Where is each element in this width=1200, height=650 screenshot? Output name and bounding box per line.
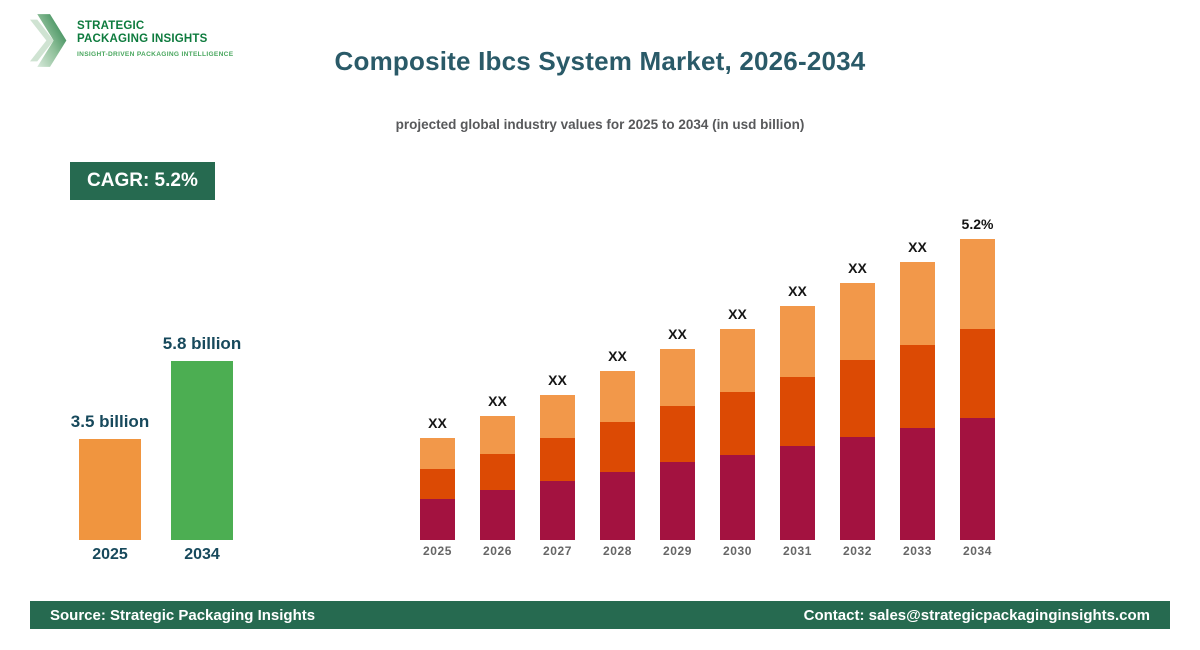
cagr-badge: CAGR: 5.2%	[70, 162, 215, 200]
stacked-bar-segment-top-tier	[480, 416, 515, 454]
stacked-bar-segment-bottom-tier	[540, 481, 575, 540]
stacked-bar-segment-middle-tier	[720, 392, 755, 455]
mini-bar-year-label: 2025	[92, 546, 128, 563]
stacked-bar-group-2033: XX 2033	[900, 239, 935, 558]
stacked-bar-segment-bottom-tier	[600, 472, 635, 540]
stacked-bar-year-label: 2031	[782, 544, 813, 558]
brand-logo: STRATEGIC PACKAGING INSIGHTS INSIGHT-DRI…	[30, 13, 233, 68]
stacked-bar-group-2031: XX 2031	[780, 283, 815, 558]
stacked-bar-segment-middle-tier	[780, 377, 815, 446]
stacked-bar-segment-middle-tier	[600, 422, 635, 472]
stacked-bar-year-label: 2028	[602, 544, 633, 558]
stacked-bar-segment-middle-tier	[660, 406, 695, 462]
stacked-bar-segment-top-tier	[960, 239, 995, 329]
stacked-bar-segment-middle-tier	[540, 438, 575, 481]
stacked-bar-group-2029: XX 2029	[660, 326, 695, 558]
stacked-bar-value-label: XX	[428, 415, 447, 431]
stacked-bar-year-label: 2029	[662, 544, 693, 558]
stacked-bar-group-2030: XX 2030	[720, 306, 755, 558]
footer-bar: Source: Strategic Packaging Insights Con…	[30, 601, 1170, 629]
stacked-bar-year-label: 2026	[482, 544, 513, 558]
stacked-bar-value-label: XX	[728, 306, 747, 322]
stacked-bar-segment-top-tier	[900, 262, 935, 345]
mini-bar-value-label: 5.8 billion	[162, 334, 242, 353]
stacked-bar-year-label: 2034	[962, 544, 993, 558]
page-title: Composite Ibcs System Market, 2026-2034	[334, 46, 866, 76]
stacked-bar-segment-top-tier	[600, 371, 635, 422]
brand-tagline: INSIGHT-DRIVEN PACKAGING INTELLIGENCE	[77, 51, 234, 59]
stacked-bar-year-label: 2025	[422, 544, 453, 558]
stacked-bar-segment-middle-tier	[480, 454, 515, 490]
stacked-bar-value-label: XX	[608, 348, 627, 364]
stacked-bar-segment-top-tier	[660, 349, 695, 406]
stacked-bar-segment-bottom-tier	[480, 490, 515, 540]
stacked-bar-segment-bottom-tier	[420, 499, 455, 540]
mini-bar-group-2025: 3.5 billion 2025	[71, 412, 149, 564]
mini-bar	[79, 439, 141, 540]
stacked-bar-segment-bottom-tier	[840, 437, 875, 540]
stacked-bar-value-label: XX	[488, 393, 507, 409]
stacked-bar-group-2026: XX 2026	[480, 393, 515, 558]
stacked-bar-segment-top-tier	[420, 438, 455, 469]
source-text: Source: Strategic Packaging Insights	[50, 606, 316, 624]
stacked-bar-segment-top-tier	[540, 395, 575, 438]
brand-name-line1: STRATEGIC	[77, 20, 145, 32]
stacked-bar-segment-bottom-tier	[960, 418, 995, 540]
stacked-bar-segment-middle-tier	[420, 469, 455, 499]
stacked-bar-value-label: XX	[548, 372, 567, 388]
mini-bar-year-label: 2034	[184, 546, 220, 563]
stacked-bar-segment-top-tier	[720, 329, 755, 392]
stacked-bar-group-2034: 5.2% 2034	[960, 216, 995, 558]
contact-text: Contact: sales@strategicpackaginginsight…	[803, 606, 1150, 624]
growth-summary-chart: 3.5 billion 2025 5.8 billion 2034	[71, 334, 241, 564]
stacked-bar-segment-bottom-tier	[900, 428, 935, 540]
stacked-bar-group-2032: XX 2032	[840, 260, 875, 558]
stacked-bar-group-2025: XX 2025	[420, 415, 455, 558]
stacked-bar-value-label: XX	[848, 260, 867, 276]
stacked-bar-segment-top-tier	[780, 306, 815, 377]
mini-bar-value-label: 3.5 billion	[70, 412, 150, 431]
mini-bar	[171, 361, 233, 540]
stacked-bar-value-label: 5.2%	[961, 216, 994, 232]
stacked-bar-value-label: XX	[668, 326, 687, 342]
stacked-bar-year-label: 2032	[842, 544, 873, 558]
stacked-bar-segment-middle-tier	[900, 345, 935, 428]
stacked-bar-segment-middle-tier	[840, 360, 875, 437]
brand-text-block: STRATEGIC PACKAGING INSIGHTS INSIGHT-DRI…	[77, 13, 233, 58]
brand-name-line2: PACKAGING INSIGHTS	[77, 33, 208, 46]
stacked-bar-segment-top-tier	[840, 283, 875, 360]
page-subtitle: projected global industry values for 202…	[395, 117, 805, 132]
stacked-bar-segment-middle-tier	[960, 329, 995, 418]
stacked-bar-segment-bottom-tier	[780, 446, 815, 540]
stacked-bar-value-label: XX	[908, 239, 927, 255]
stacked-bar-group-2027: XX 2027	[540, 372, 575, 558]
stacked-bar-segment-bottom-tier	[660, 462, 695, 540]
stacked-bar-group-2028: XX 2028	[600, 348, 635, 558]
stacked-bar-value-label: XX	[788, 283, 807, 299]
stacked-bar-year-label: 2033	[902, 544, 933, 558]
stacked-bar-year-label: 2027	[542, 544, 573, 558]
stacked-bar-segment-bottom-tier	[720, 455, 755, 540]
chevron-right-icon	[30, 14, 67, 67]
stacked-bar-year-label: 2030	[722, 544, 753, 558]
mini-bar-group-2034: 5.8 billion 2034	[163, 334, 241, 564]
yearly-projection-chart: XX 2025 XX 2026 XX 2027 XX 2028 XX 2029 XX 2030 XX 20…	[420, 216, 995, 558]
